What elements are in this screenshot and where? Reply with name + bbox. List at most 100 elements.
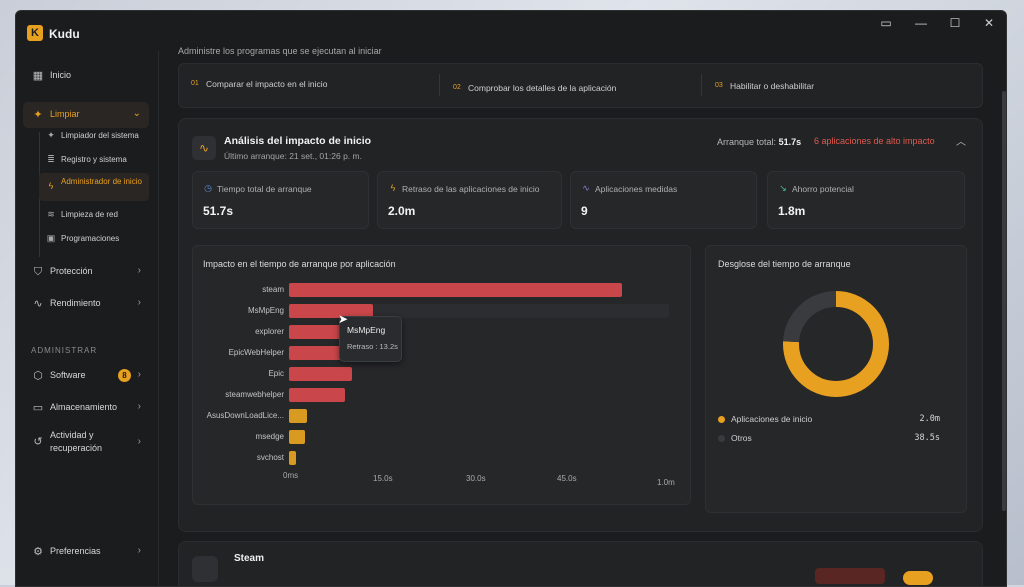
chevron-right-icon: › xyxy=(137,401,141,412)
sidebar-item-label: Inicio xyxy=(50,70,72,80)
bar-steamwebhelper[interactable] xyxy=(289,388,345,402)
tooltip-text: Retraso : 13.2s xyxy=(347,342,398,351)
display-icon[interactable]: ▭ xyxy=(880,16,892,30)
kudu-logo-icon: K xyxy=(27,25,43,41)
gear-icon: ⚙ xyxy=(33,546,43,558)
bar-epic[interactable] xyxy=(289,367,353,381)
app-card-title: Steam xyxy=(234,553,265,564)
sidebar-item-preferencias[interactable]: ⚙ Preferencias › xyxy=(23,539,149,565)
subitem-label: Limpieza de red xyxy=(61,210,118,219)
step-3[interactable]: 03 Habilitar o deshabilitar xyxy=(703,64,963,107)
legend-label: Aplicaciones de inicio xyxy=(731,414,813,424)
cube-icon: ⬡ xyxy=(33,370,43,382)
subitem-label: Administrador de inicio xyxy=(61,177,142,186)
chevron-up-icon[interactable]: ︿ xyxy=(956,137,966,148)
stat-value: 51.7s xyxy=(203,204,234,218)
sidebar: ▦ Inicio ✦ Limpiar ⌄ ✦ Limpiador del sis… xyxy=(16,51,159,586)
stat-label: Aplicaciones medidas xyxy=(595,184,678,194)
sidebar-item-label: Preferencias xyxy=(50,546,101,556)
donut-slice-0[interactable] xyxy=(783,291,889,397)
enable-toggle[interactable] xyxy=(903,571,933,585)
bar-steam[interactable] xyxy=(289,283,623,297)
step-number: 01 xyxy=(191,80,199,87)
stat-measured-apps: ∿ Aplicaciones medidas 9 xyxy=(570,171,757,229)
drive-icon: ▭ xyxy=(32,402,44,414)
sidebar-item-label: Software xyxy=(50,370,86,380)
sidebar-subitem-programaciones[interactable]: ▣ Programaciones xyxy=(39,228,149,250)
sidebar-item-label: Actividad y recuperación xyxy=(50,430,103,453)
sidebar-subitem-limpiador[interactable]: ✦ Limpiador del sistema xyxy=(39,125,149,147)
clock-icon: ◷ xyxy=(204,183,212,193)
app-title: Kudu xyxy=(49,27,80,41)
sidebar-item-proteccion[interactable]: ⛉ Protección › xyxy=(23,259,149,285)
category-label: MsMpEng xyxy=(247,306,284,315)
stat-label: Retraso de las aplicaciones de inicio xyxy=(402,184,540,194)
minimize-button[interactable]: — xyxy=(915,16,927,30)
boot-breakdown-card: Desglose del tiempo de arranque Aplicaci… xyxy=(705,245,967,513)
legend-row: Otros 38.5s xyxy=(718,432,954,446)
boot-total: Arranque total: 51.7s xyxy=(717,137,801,147)
sidebar-item-actividad[interactable]: ↺ Actividad y recuperación › xyxy=(23,423,149,463)
grid-icon: ▦ xyxy=(32,70,44,82)
stat-label: Ahorro potencial xyxy=(792,184,854,194)
chart-tooltip: MsMpEng Retraso : 13.2s xyxy=(339,316,402,362)
scrollbar[interactable] xyxy=(1002,91,1006,511)
app-window: K Kudu ▭ — ☐ ✕ ▦ Inicio ✦ Limpiar ⌄ ✦ Li… xyxy=(15,10,1007,587)
app-card-steam[interactable]: Steam xyxy=(178,541,983,586)
chevron-right-icon: › xyxy=(137,369,141,380)
step-number: 02 xyxy=(453,84,461,91)
bar-svchost[interactable] xyxy=(289,451,296,465)
x-tick-label: 45.0s xyxy=(557,474,577,483)
sidebar-item-almacenamiento[interactable]: ▭ Almacenamiento › xyxy=(23,395,149,421)
bar-asusdownloadlice[interactable] xyxy=(289,409,308,423)
bar-epicwebhelper[interactable] xyxy=(289,346,354,360)
main-content: Administre los programas que se ejecutan… xyxy=(159,41,1006,586)
category-label: svchost xyxy=(256,453,284,462)
database-icon: ≣ xyxy=(47,154,55,164)
legend-value: 2.0m xyxy=(919,414,940,424)
step-2[interactable]: 02 Comprobar los detalles de la aplicaci… xyxy=(441,64,701,107)
subitem-label: Programaciones xyxy=(61,234,120,243)
chevron-right-icon: › xyxy=(137,436,141,447)
bar-msedge[interactable] xyxy=(289,430,306,444)
disable-button[interactable] xyxy=(815,568,885,584)
panel-title: Análisis del impacto de inicio xyxy=(224,135,372,147)
x-tick-label: 0ms xyxy=(283,471,299,480)
sidebar-item-inicio[interactable]: ▦ Inicio xyxy=(23,63,149,89)
chevron-right-icon: › xyxy=(137,265,141,276)
stat-app-delay: ϟ Retraso de las aplicaciones de inicio … xyxy=(377,171,562,229)
sidebar-subitem-red[interactable]: ≋ Limpieza de red xyxy=(39,204,149,226)
legend-value: 38.5s xyxy=(914,433,940,443)
sidebar-item-limpiar[interactable]: ✦ Limpiar ⌄ xyxy=(23,102,149,128)
breakdown-title: Desglose del tiempo de arranque xyxy=(718,259,851,269)
sidebar-item-software[interactable]: ⬡ Software 8 › xyxy=(23,363,149,389)
legend-dot xyxy=(718,416,725,423)
step-1[interactable]: 01 Comparar el impacto en el inicio xyxy=(179,64,439,107)
impact-bar-chart: Impacto en el tiempo de arranque por apl… xyxy=(192,245,691,505)
sidebar-item-label: Protección xyxy=(50,266,93,276)
sidebar-item-label: Rendimiento xyxy=(50,298,101,308)
step-label: Comprobar los detalles de la aplicación xyxy=(468,83,617,93)
page-subtitle: Administre los programas que se ejecutan… xyxy=(178,46,382,56)
legend-dot xyxy=(718,435,725,442)
x-tick-label: 1.0m xyxy=(657,478,675,487)
maximize-button[interactable]: ☐ xyxy=(949,16,961,30)
tooltip-title: MsMpEng xyxy=(347,325,386,335)
stat-value: 1.8m xyxy=(778,204,806,218)
subitem-label: Limpiador del sistema xyxy=(61,131,139,140)
bar-msmpeng[interactable] xyxy=(289,304,373,318)
sidebar-subitem-administrador[interactable]: ϟ Administrador de inicio xyxy=(39,173,149,201)
category-label: AsusDownLoadLice... xyxy=(206,411,284,420)
sidebar-item-rendimiento[interactable]: ∿ Rendimiento › xyxy=(23,291,149,317)
category-label: steamwebhelper xyxy=(225,390,284,399)
pulse-icon: ∿ xyxy=(582,183,590,193)
sidebar-subitem-registro[interactable]: ≣ Registro y sistema xyxy=(39,149,149,171)
bolt-icon: ϟ xyxy=(48,181,54,191)
category-label: steam xyxy=(262,285,284,294)
divider xyxy=(439,74,440,96)
stat-total-boot: ◷ Tiempo total de arranque 51.7s xyxy=(192,171,369,229)
chevron-right-icon: › xyxy=(137,297,141,308)
trend-down-icon: ↘ xyxy=(779,183,787,193)
sparkle-icon: ✦ xyxy=(47,130,55,140)
close-button[interactable]: ✕ xyxy=(983,16,995,30)
